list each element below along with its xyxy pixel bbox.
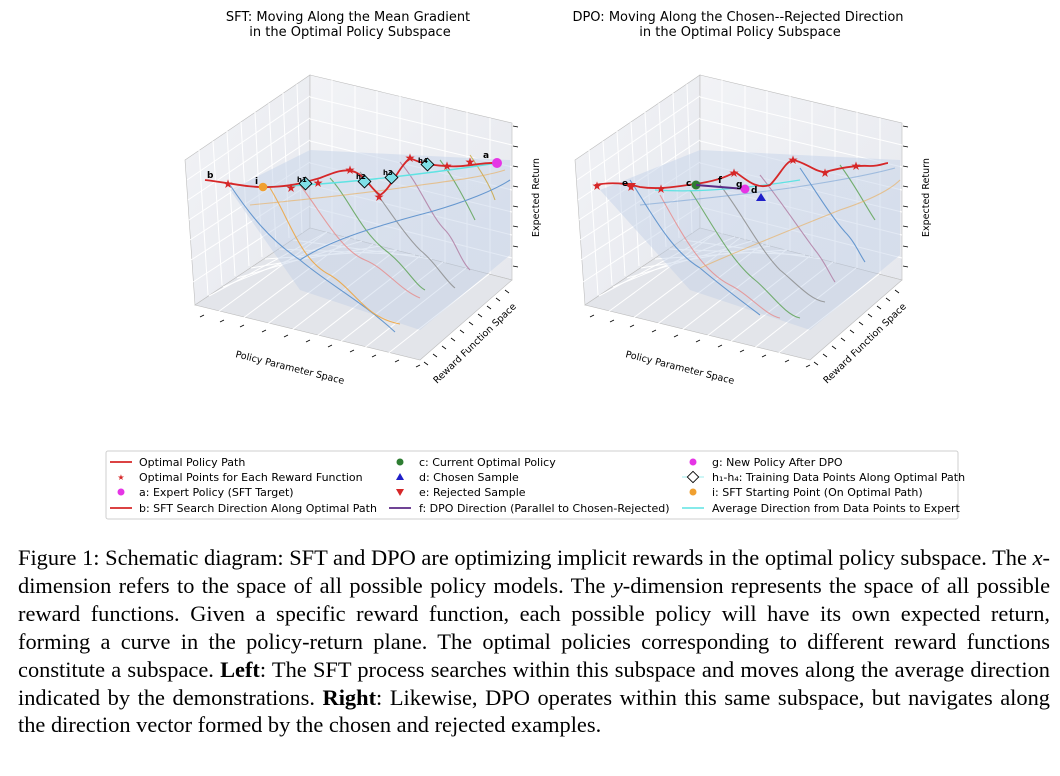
left-point-i bbox=[258, 182, 268, 192]
label-a: a bbox=[483, 151, 489, 161]
right-y-ticks bbox=[813, 289, 900, 366]
legend-i: i: SFT Starting Point (On Optimal Path) bbox=[712, 486, 923, 499]
right-point-d bbox=[756, 193, 766, 201]
legend-f: f: DPO Direction (Parallel to Chosen-Rej… bbox=[419, 502, 670, 515]
svg-text:★: ★ bbox=[820, 166, 831, 180]
figure-caption: Figure 1: Schematic diagram: SFT and DPO… bbox=[18, 545, 1051, 738]
right-xlabel: Policy Parameter Space bbox=[624, 349, 735, 387]
label-e: e bbox=[622, 179, 628, 189]
label-h1: h1 bbox=[297, 176, 307, 184]
legend-marker-star: ★ bbox=[117, 473, 124, 482]
right-z-ticks bbox=[902, 125, 909, 268]
legend-a: a: Expert Policy (SFT Target) bbox=[139, 486, 294, 499]
right-point-e bbox=[626, 183, 636, 190]
svg-text:★: ★ bbox=[465, 155, 476, 169]
right-optimal-path bbox=[594, 159, 889, 189]
label-g: g bbox=[736, 180, 742, 190]
legend-e: e: Rejected Sample bbox=[419, 486, 526, 499]
right-plot: DPO: Moving Along the Chosen--Rejected D… bbox=[572, 10, 932, 387]
figure-canvas: SFT: Moving Along the Mean Gradient in t… bbox=[105, 10, 965, 520]
left-title-line2: in the Optimal Policy Subspace bbox=[249, 25, 450, 40]
label-h4: h4 bbox=[418, 157, 428, 165]
left-x-ticks bbox=[199, 314, 421, 368]
right-point-labels: e c f g d bbox=[622, 176, 757, 196]
svg-text:★: ★ bbox=[788, 153, 799, 167]
svg-text:★: ★ bbox=[442, 159, 453, 173]
svg-text:★: ★ bbox=[656, 182, 667, 196]
legend-g: g: New Policy After DPO bbox=[712, 456, 843, 469]
legend-optimal-path: Optimal Policy Path bbox=[139, 456, 245, 469]
legend-marker-g bbox=[689, 458, 697, 466]
legend-d: d: Chosen Sample bbox=[419, 471, 519, 484]
right-point-g bbox=[740, 184, 750, 194]
legend-c: c: Current Optimal Policy bbox=[419, 456, 556, 469]
left-y-ticks bbox=[423, 289, 510, 366]
left-subspace-surface bbox=[230, 150, 510, 330]
left-training-points bbox=[298, 157, 435, 191]
svg-text:★: ★ bbox=[851, 159, 862, 173]
right-subspace-surface bbox=[600, 150, 900, 330]
left-optimal-points: ★ ★ ★ ★ ★ ★ ★ ★ bbox=[223, 151, 476, 204]
caption-right-bold: Right bbox=[322, 684, 377, 710]
legend-marker-a bbox=[117, 488, 125, 496]
svg-text:★: ★ bbox=[729, 166, 740, 180]
svg-text:★: ★ bbox=[374, 190, 385, 204]
legend-marker-c bbox=[396, 458, 404, 466]
svg-text:★: ★ bbox=[345, 163, 356, 177]
left-z-ticks bbox=[512, 125, 519, 268]
right-x-ticks bbox=[589, 314, 811, 368]
right-dpo-direction bbox=[695, 184, 746, 190]
svg-text:★: ★ bbox=[286, 181, 297, 195]
legend-marker-e bbox=[396, 489, 404, 496]
left-zlabel: Expected Return bbox=[531, 158, 542, 237]
left-point-labels: b i h1 h2 h3 h4 a bbox=[207, 151, 489, 187]
label-d: d bbox=[751, 186, 757, 196]
right-title-line1: DPO: Moving Along the Chosen--Rejected D… bbox=[572, 10, 903, 25]
label-h2: h2 bbox=[356, 173, 366, 181]
legend-optimal-points: Optimal Points for Each Reward Function bbox=[139, 471, 363, 484]
legend-average: Average Direction from Data Points to Ex… bbox=[712, 502, 961, 515]
right-average-direction bbox=[654, 179, 801, 192]
left-title-line1: SFT: Moving Along the Mean Gradient bbox=[226, 10, 470, 25]
right-zlabel: Expected Return bbox=[921, 158, 932, 237]
caption-left-bold: Left bbox=[220, 656, 260, 682]
legend: ★ Optimal Policy Path Optimal Points for… bbox=[105, 450, 965, 520]
right-reward-curves bbox=[629, 164, 901, 319]
figure: SFT: Moving Along the Mean Gradient in t… bbox=[105, 10, 965, 520]
svg-text:★: ★ bbox=[223, 177, 234, 191]
label-c: c bbox=[686, 179, 691, 189]
legend-col2: c: Current Optimal Policy d: Chosen Samp… bbox=[419, 456, 670, 515]
legend-b: b: SFT Search Direction Along Optimal Pa… bbox=[139, 502, 377, 515]
legend-marker-h bbox=[686, 470, 700, 484]
legend-h: h₁-h₄: Training Data Points Along Optima… bbox=[712, 471, 965, 484]
label-i: i bbox=[255, 177, 258, 187]
left-point-a bbox=[492, 158, 502, 168]
legend-col3: g: New Policy After DPO h₁-h₄: Training … bbox=[712, 456, 965, 515]
legend-marker-i bbox=[689, 488, 697, 496]
left-xlabel: Policy Parameter Space bbox=[234, 349, 345, 387]
label-h3: h3 bbox=[383, 169, 393, 177]
legend-col1: Optimal Policy Path Optimal Points for E… bbox=[139, 456, 377, 515]
label-b: b bbox=[207, 171, 214, 181]
left-plot: SFT: Moving Along the Mean Gradient in t… bbox=[184, 10, 542, 387]
svg-text:★: ★ bbox=[313, 176, 324, 190]
svg-text:★: ★ bbox=[592, 179, 603, 193]
svg-text:★: ★ bbox=[405, 151, 416, 165]
legend-marker-d bbox=[396, 473, 404, 480]
right-title-line2: in the Optimal Policy Subspace bbox=[639, 25, 840, 40]
label-f: f bbox=[718, 176, 722, 186]
legend-box bbox=[105, 450, 959, 520]
